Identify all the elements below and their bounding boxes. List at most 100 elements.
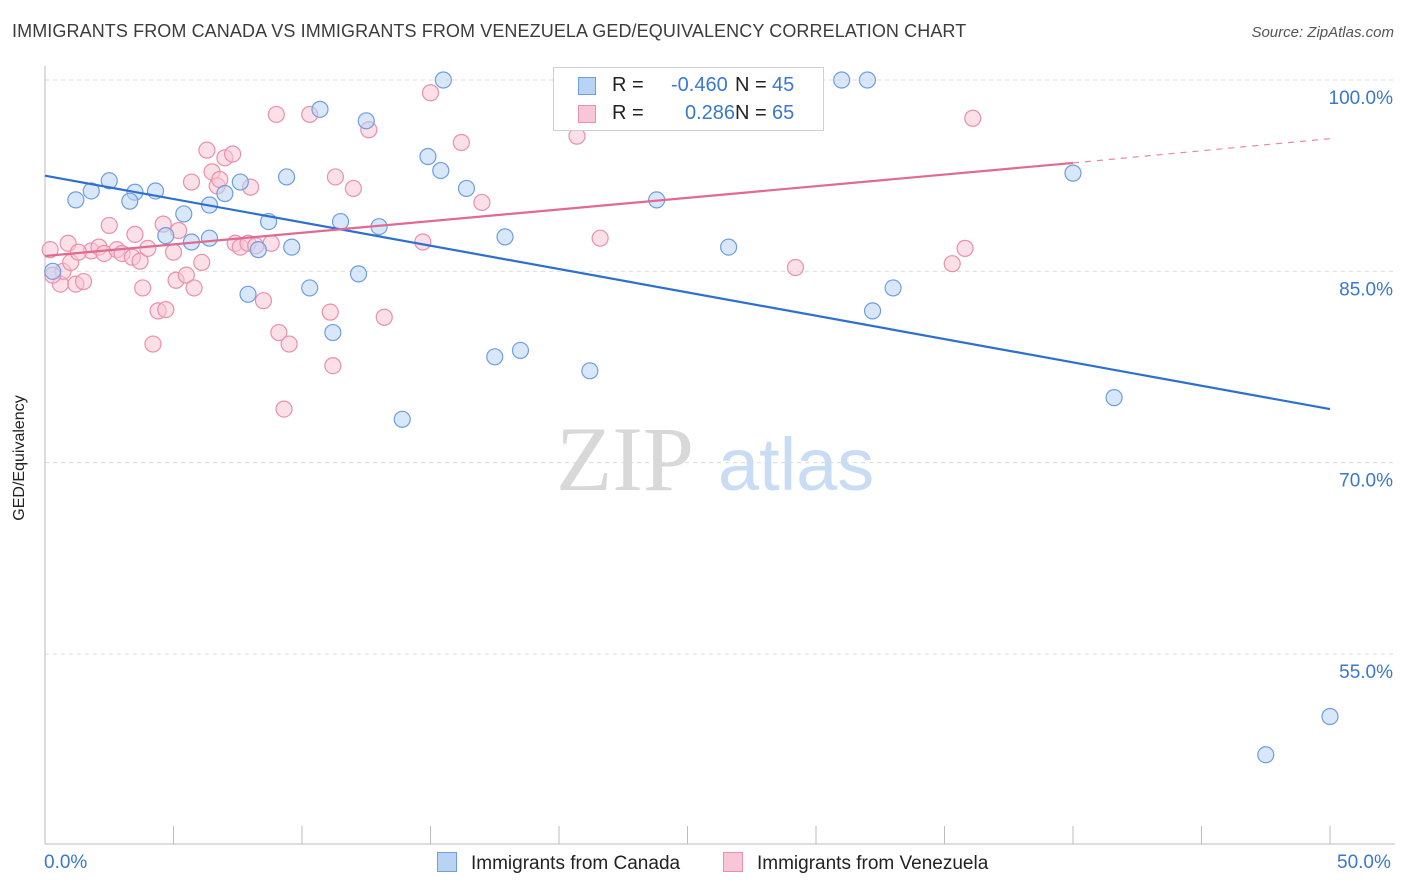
- bottom-legend-swatch-canada: [437, 852, 457, 872]
- venezuela-point: [321, 303, 339, 321]
- chart-title: IMMIGRANTS FROM CANADA VS IMMIGRANTS FRO…: [12, 21, 967, 41]
- venezuela-point: [275, 400, 293, 418]
- bottom-legend-label-venezuela: Immigrants from Venezuela: [757, 853, 989, 874]
- legend-n-label: N =: [735, 102, 767, 124]
- canada-point: [357, 112, 375, 130]
- canada-point: [175, 205, 193, 223]
- venezuela-point: [326, 168, 345, 186]
- canada-point: [44, 262, 62, 280]
- canada-point: [100, 172, 118, 190]
- canada-point: [511, 341, 530, 360]
- venezuela-point: [344, 179, 362, 198]
- canada-trend-line: [44, 174, 1331, 411]
- x-tick-label-min: 0.0%: [44, 852, 88, 873]
- canada-point: [231, 173, 249, 191]
- y-tick-label: 85.0%: [1339, 279, 1393, 300]
- watermark: ZIP atlas: [556, 408, 874, 510]
- canada-point: [1257, 746, 1275, 764]
- canada-point: [858, 71, 877, 89]
- canada-point: [277, 168, 296, 186]
- venezuela-point: [956, 239, 974, 257]
- venezuela-point: [134, 279, 152, 297]
- venezuela-point: [254, 292, 273, 310]
- venezuela-point: [280, 335, 298, 353]
- legend-box: R = -0.460 N = 45 R = 0.286 N = 65: [553, 67, 824, 131]
- y-tick-labels: 100.0% 85.0% 70.0% 55.0%: [1329, 88, 1394, 683]
- venezuela-point: [193, 253, 211, 272]
- canada-point: [324, 323, 342, 342]
- canada-point: [496, 228, 514, 246]
- legend-n-label: N =: [735, 74, 767, 96]
- venezuela-point: [224, 145, 242, 163]
- legend-r-value-venezuela: 0.286: [685, 102, 736, 124]
- canada-point: [434, 71, 452, 89]
- canada-point: [393, 410, 411, 428]
- canada-point: [121, 192, 139, 210]
- canada-point: [301, 279, 319, 297]
- canada-point: [884, 279, 902, 297]
- legend-r-label: R =: [612, 74, 644, 96]
- axes: [44, 66, 1395, 845]
- canada-point: [720, 238, 738, 256]
- venezuela-point: [786, 258, 805, 277]
- venezuela-point: [164, 243, 183, 261]
- canada-point: [1321, 707, 1339, 726]
- trend-lines: [44, 138, 1331, 411]
- source-label: Source: ZipAtlas.com: [1251, 24, 1394, 41]
- venezuela-trend-extension: [1072, 138, 1331, 164]
- bottom-legend-swatch-venezuela: [723, 852, 743, 872]
- canada-point: [1064, 164, 1082, 182]
- canada-point: [833, 71, 851, 89]
- venezuela-point: [375, 308, 393, 326]
- legend-n-value-canada: 45: [772, 74, 795, 96]
- venezuela-point: [157, 301, 175, 319]
- canada-point: [311, 100, 329, 118]
- canada-point: [486, 348, 504, 366]
- x-tick-label-max: 50.0%: [1337, 852, 1391, 873]
- canada-point: [1105, 389, 1123, 407]
- y-axis-label: GED/Equivalency: [11, 395, 28, 521]
- canada-point: [239, 285, 257, 303]
- bottom-legend-label-canada: Immigrants from Canada: [471, 853, 681, 874]
- canada-point: [200, 229, 219, 247]
- venezuela-point: [452, 133, 470, 152]
- canada-point: [331, 212, 350, 231]
- bottom-legend-venezuela: Immigrants from Venezuela: [723, 852, 988, 875]
- legend-swatch-venezuela: [578, 105, 596, 123]
- venezuela-point: [324, 357, 342, 375]
- y-tick-label: 100.0%: [1329, 88, 1394, 109]
- canada-point: [432, 161, 450, 180]
- venezuela-point: [267, 105, 285, 124]
- y-tick-label: 70.0%: [1339, 471, 1393, 492]
- legend-n-value-venezuela: 65: [772, 102, 795, 124]
- venezuela-point: [421, 84, 440, 102]
- venezuela-point: [139, 239, 157, 257]
- venezuela-point: [74, 272, 93, 291]
- venezuela-point: [41, 241, 59, 259]
- canada-point: [419, 147, 437, 166]
- grid-lines: [45, 79, 1395, 655]
- venezuela-point: [144, 335, 162, 353]
- venezuela-point: [177, 266, 195, 284]
- venezuela-point: [591, 229, 609, 247]
- venezuela-point: [943, 255, 961, 273]
- venezuela-point: [185, 279, 203, 297]
- legend-r-value-canada: -0.460: [671, 74, 728, 96]
- legend-r-label: R =: [612, 102, 644, 124]
- canada-point: [67, 191, 85, 209]
- canada-point: [457, 179, 476, 198]
- venezuela-point: [182, 173, 201, 191]
- bottom-legend-canada: Immigrants from Canada: [437, 852, 680, 875]
- canada-point: [157, 227, 175, 245]
- venezuela-point: [198, 141, 216, 159]
- canada-point: [216, 184, 234, 203]
- canada-point: [349, 265, 368, 283]
- watermark-atlas: atlas: [718, 423, 874, 506]
- venezuela-point: [100, 216, 118, 235]
- venezuela-point: [131, 252, 149, 270]
- canada-point: [283, 238, 301, 256]
- venezuela-point: [126, 225, 144, 243]
- venezuela-trend-line: [44, 161, 1074, 258]
- venezuela-points: [41, 84, 982, 418]
